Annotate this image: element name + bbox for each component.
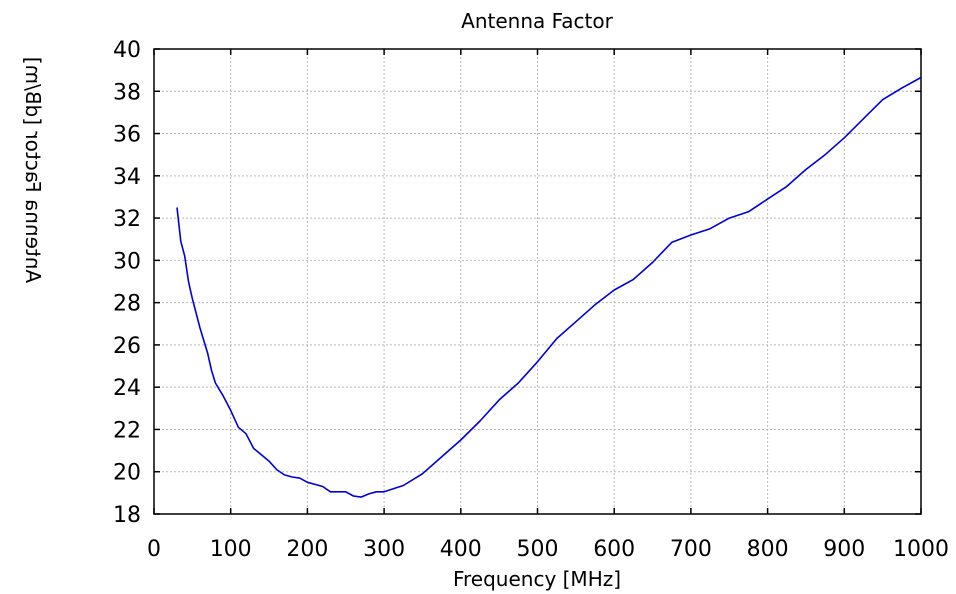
- x-tick-label: 900: [823, 537, 865, 562]
- axis-ticks: [153, 48, 922, 515]
- y-tick-label: 24: [113, 376, 141, 401]
- y-tick-label: 28: [113, 292, 141, 317]
- y-tick-label: 36: [113, 123, 141, 148]
- x-tick-label: 700: [670, 537, 712, 562]
- y-tick-label: 40: [113, 38, 141, 63]
- y-tick-label: 26: [113, 334, 141, 359]
- x-axis-title: Frequency [MHz]: [453, 567, 621, 591]
- y-tick-label: 20: [113, 461, 141, 486]
- grid-lines: [154, 49, 921, 514]
- y-tick-label: 22: [113, 418, 141, 443]
- y-axis-title: Antenna Factor [dB/m]: [21, 57, 45, 283]
- y-tick-label: 18: [113, 503, 141, 528]
- x-tick-label: 300: [363, 537, 405, 562]
- x-tick-label: 100: [210, 537, 252, 562]
- x-tick-label: 400: [440, 537, 482, 562]
- x-tick-label: 800: [747, 537, 789, 562]
- x-tick-labels: 0 100 200 300 400 500 600 700 800 900 1000: [147, 537, 949, 562]
- x-tick-label: 500: [517, 537, 559, 562]
- y-tick-label: 30: [113, 249, 141, 274]
- x-tick-label: 600: [593, 537, 635, 562]
- y-tick-labels: 18 20 22 24 26 28 30 32 34 36 38 40: [113, 38, 141, 528]
- y-tick-label: 34: [113, 165, 141, 190]
- chart-title: Antenna Factor: [461, 9, 613, 33]
- x-tick-label: 1000: [893, 537, 949, 562]
- x-tick-label: 0: [147, 537, 161, 562]
- y-tick-label: 38: [113, 80, 141, 105]
- series-layer: [176, 76, 922, 498]
- y-tick-label: 32: [113, 207, 141, 232]
- antenna-factor-series-line: [176, 76, 922, 498]
- x-tick-label: 200: [286, 537, 328, 562]
